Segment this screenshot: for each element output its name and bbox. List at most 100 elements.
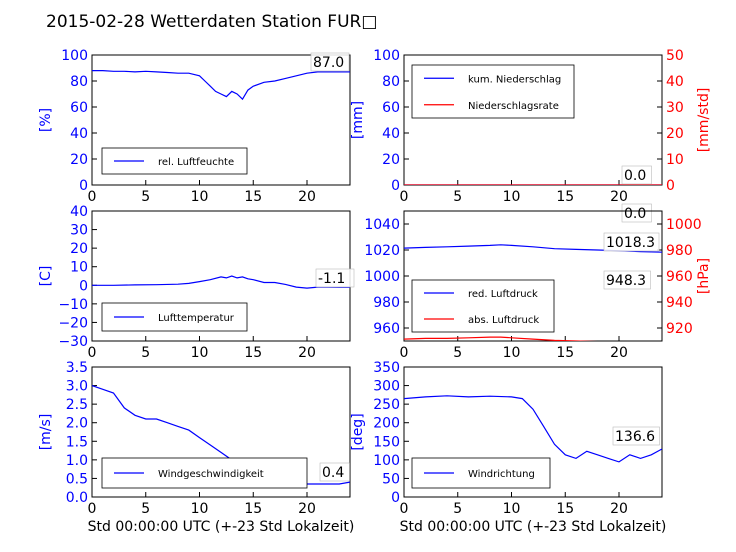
y-tick-label: 1000 (364, 269, 400, 285)
y-tick-label: 60 (70, 100, 88, 116)
y-tick-label: 200 (373, 416, 400, 432)
y-tick-label: 60 (382, 100, 400, 116)
y-axis-label: [m/s] (38, 414, 54, 451)
x-tick-label: 20 (298, 189, 316, 205)
value-label-box (621, 165, 652, 185)
y-right-tick-label: 20 (666, 126, 684, 142)
value-label-box (603, 270, 651, 290)
x-tick-label: 10 (191, 189, 209, 205)
y-right-tick-label: 960 (666, 269, 693, 285)
y-tick-label: 3.0 (66, 379, 88, 395)
legend-box (411, 279, 555, 333)
legend-label: Niederschlagsrate (468, 101, 559, 112)
chart-panel-4: 960 980 1000 1020 1040 920 940 960 980 1000 0 5 10 15… (364, 210, 712, 361)
value-label-box (315, 268, 355, 288)
legend-label: Windrichtung (468, 469, 535, 480)
series-line-1 (92, 275, 350, 289)
y-tick-label: 50 (382, 471, 400, 487)
x-tick-label: 0 (400, 189, 409, 205)
y-tick-label: 0.5 (66, 471, 88, 487)
legend-label: Lufttemperatur (158, 313, 235, 324)
value-label: 0.0 (624, 206, 646, 222)
y-tick-label: −30 (58, 334, 88, 350)
y-right-tick-label: 0 (666, 178, 675, 194)
y-tick-label: 40 (70, 204, 88, 220)
y-tick-label: −10 (58, 297, 88, 313)
series-line-2 (404, 336, 598, 341)
y-axis-label: [deg] (350, 413, 366, 450)
legend: Windrichtung (411, 457, 551, 489)
legend-label: red. Luftdruck (468, 289, 538, 300)
value-label: 136.6 (615, 429, 655, 445)
y-right-tick-label: 980 (666, 243, 693, 259)
series-line-1 (92, 69, 350, 101)
value-label: 0.4 (322, 465, 344, 481)
y-tick-label: 150 (373, 434, 400, 450)
chart-panel-2: 0 20 40 60 80 100 0 10 20 30 40 50 0 5 10 15 20 [mm] [mm/s… (350, 48, 712, 223)
x-tick-label: 0 (88, 189, 97, 205)
y-tick-label: 980 (373, 295, 400, 311)
y-tick-label: 0 (79, 178, 88, 194)
x-tick-label: 15 (244, 345, 262, 361)
value-label-box (612, 426, 660, 446)
value-label: -1.1 (318, 271, 345, 287)
y-right-tick-label: 1000 (666, 217, 702, 233)
y-tick-label: 80 (70, 74, 88, 90)
x-tick-label: 0 (88, 501, 97, 517)
x-tick-label: 20 (610, 189, 628, 205)
y-tick-label: 20 (70, 241, 88, 257)
y-right-tick-label: 10 (666, 152, 684, 168)
y-tick-label: 20 (70, 152, 88, 168)
y-axis-label: [%] (38, 108, 54, 132)
y-tick-label: 10 (70, 260, 88, 276)
x-tick-label: 20 (298, 501, 316, 517)
y-right-tick-label: 50 (666, 48, 684, 64)
y-right-tick-label: 30 (666, 100, 684, 116)
x-tick-label: 10 (191, 345, 209, 361)
y-tick-label: 3.5 (66, 360, 88, 376)
value-label-box (319, 462, 350, 482)
y-tick-label: 40 (70, 126, 88, 142)
value-label: 87.0 (313, 55, 344, 71)
x-tick-label: 5 (453, 189, 462, 205)
x-axis-label: Std 00:00:00 UTC (+-23 Std Lokalzeit) (400, 519, 667, 535)
value-label: 0.0 (624, 168, 646, 184)
y-tick-label: 1040 (364, 217, 400, 233)
x-tick-label: 5 (141, 345, 150, 361)
y-tick-label: 100 (373, 453, 400, 469)
y-tick-label: 1020 (364, 243, 400, 259)
x-tick-label: 0 (400, 345, 409, 361)
value-label: 1018.3 (606, 235, 655, 251)
x-tick-label: 15 (244, 501, 262, 517)
y-tick-label: 350 (373, 360, 400, 376)
y-tick-label: 0 (391, 490, 400, 506)
y-right-axis-label: [hPa] (696, 258, 712, 294)
y-right-axis-label: [mm/std] (696, 88, 712, 153)
series-line-1 (404, 395, 662, 463)
y-tick-label: 40 (382, 126, 400, 142)
chart-panel-3: −30 −20 −10 0 10 20 30 40 0 5 10 15 20 [C] Lufttempera… (38, 204, 355, 361)
y-tick-label: 250 (373, 397, 400, 413)
y-axis-label: [C] (38, 266, 54, 287)
value-label-box (603, 232, 660, 252)
x-tick-label: 10 (191, 501, 209, 517)
figure-title: 2015-02-28 Wetterdaten Station FUR□ (46, 12, 377, 32)
x-tick-label: 20 (610, 501, 628, 517)
y-right-tick-label: 940 (666, 295, 693, 311)
y-tick-label: 1.0 (66, 453, 88, 469)
legend: kum. Niederschlag Niederschlagsrate (411, 64, 575, 119)
legend-label: Windgeschwindigkeit (158, 469, 264, 480)
x-tick-label: 15 (244, 189, 262, 205)
x-tick-label: 0 (88, 345, 97, 361)
y-tick-label: 0 (391, 178, 400, 194)
y-tick-label: 2.0 (66, 416, 88, 432)
value-label-box (310, 52, 350, 72)
x-axis-label: Std 00:00:00 UTC (+-23 Std Lokalzeit) (88, 519, 355, 535)
legend-label: rel. Luftfeuchte (158, 157, 234, 168)
x-tick-label: 10 (503, 345, 521, 361)
y-tick-label: 300 (373, 379, 400, 395)
y-tick-label: 20 (382, 152, 400, 168)
plot-frame (91, 366, 351, 498)
y-tick-label: 0 (79, 278, 88, 294)
